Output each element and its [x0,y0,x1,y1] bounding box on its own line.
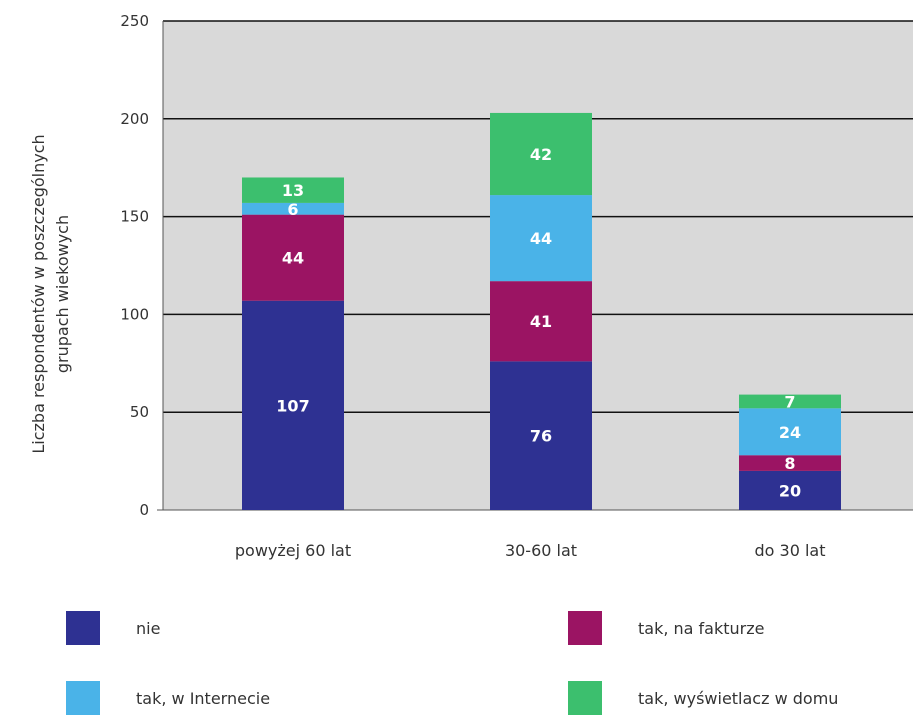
data-label: 44 [530,229,552,248]
legend-swatch [66,681,100,715]
data-label: 8 [784,454,795,473]
bar-segment [739,470,841,510]
legend-swatch [568,611,602,645]
legend-item-nie: nie [66,611,160,645]
legend-label: tak, w Internecie [136,688,271,708]
x-tick-label: 30-60 lat [505,541,577,560]
data-label: 76 [530,427,552,446]
legend-label: nie [136,618,161,638]
bar-segment [739,455,841,471]
y-tick-label: 0 [139,501,149,519]
x-tick-label: powyżej 60 lat [235,541,351,560]
data-label: 107 [276,396,309,415]
data-label: 20 [779,481,801,500]
y-tick-label: 100 [120,305,149,323]
bar-segment [739,408,841,456]
bar-segment [490,361,592,510]
y-tick-label: 150 [120,208,149,226]
bar-segment [739,394,841,409]
x-tick-labels: powyżej 60 lat 30-60 lat do 30 lat [235,541,826,560]
y-tick-label: 200 [120,110,149,128]
bar-segment [242,214,344,301]
y-tick-label: 50 [130,403,149,421]
bar-segment [490,112,592,196]
data-label: 42 [530,145,552,164]
data-label: 13 [282,181,304,200]
legend-swatch [568,681,602,715]
legend-label: tak, wyświetlacz w domu [638,688,839,708]
legend-label: tak, na fakturze [638,618,765,638]
legend-item-w-internecie: tak, w Internecie [66,681,270,715]
bar-segment [490,195,592,282]
legend-item-wyswietlacz: tak, wyświetlacz w domu [568,681,838,715]
data-label: 44 [282,249,304,268]
data-label: 7 [784,392,795,411]
data-label: 6 [287,200,298,219]
x-tick-label: do 30 lat [755,541,826,560]
bar-segment [490,281,592,362]
legend-swatch [66,611,100,645]
bar-segment [242,202,344,215]
bar-segment [242,300,344,510]
y-axis-label-line-2: grupach wiekowych [53,215,72,373]
y-tick-label: 250 [120,12,149,30]
data-label: 24 [779,423,801,442]
bars: 107 44 613 76 41 44 42 20 8 24 7 [242,112,841,510]
data-label: 41 [530,312,552,331]
bar-segment [242,177,344,203]
y-axis-label-line-1: Liczba respondentów w poszczególnych [29,134,48,453]
legend-item-na-fakturze: tak, na fakturze [568,611,764,645]
y-tick-labels: 0 50 100 150 200 250 [120,12,149,519]
